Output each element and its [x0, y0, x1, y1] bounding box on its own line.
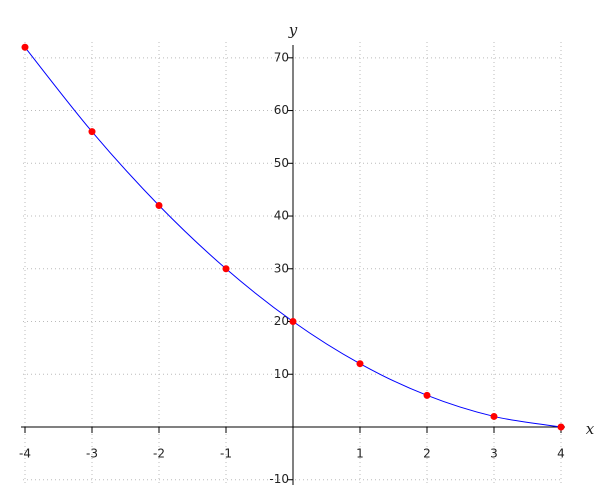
x-tick-label: 1 [356, 446, 364, 460]
y-tick-label: 60 [274, 103, 289, 117]
x-tick-label: -2 [153, 446, 165, 460]
point [356, 360, 364, 368]
y-tick-label: 50 [274, 156, 289, 170]
y-axis-label: y [288, 21, 298, 39]
x-tick-label: 2 [423, 446, 431, 460]
y-tick-label: 10 [274, 367, 289, 381]
point [490, 412, 498, 420]
x-tick-label: -1 [220, 446, 232, 460]
y-tick-label: -10 [269, 472, 289, 486]
point [222, 265, 230, 273]
y-tick-label: 40 [274, 209, 289, 223]
x-tick-label: -4 [19, 446, 31, 460]
point [423, 391, 431, 399]
y-tick-label: 30 [274, 261, 289, 275]
y-tick-label: 20 [274, 314, 289, 328]
point [557, 423, 565, 431]
x-tick-label: -3 [86, 446, 98, 460]
line [24, 46, 562, 428]
x-tick-label: 4 [557, 446, 565, 460]
x-tick-label: 3 [490, 446, 498, 460]
y-tick-label: 70 [274, 50, 289, 64]
point [289, 318, 297, 326]
point [88, 128, 96, 136]
point [155, 201, 163, 209]
x-axis-label: x [586, 420, 595, 438]
point [21, 43, 29, 51]
